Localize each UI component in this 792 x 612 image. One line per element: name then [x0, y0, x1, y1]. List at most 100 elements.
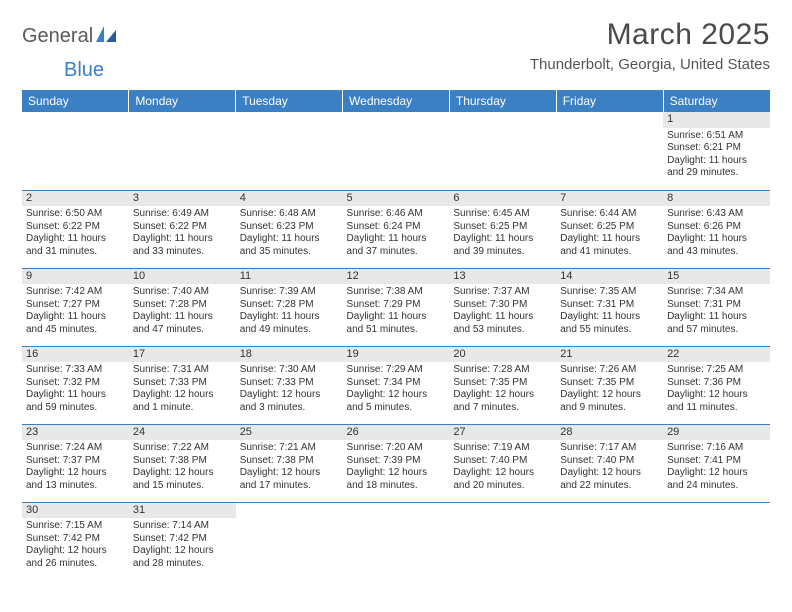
calendar-cell	[449, 112, 556, 190]
sunset-text: Sunset: 7:31 PM	[560, 299, 659, 312]
day-number: 13	[449, 269, 556, 285]
sunrise-text: Sunrise: 7:20 AM	[347, 442, 446, 455]
day-number: 4	[236, 191, 343, 207]
day2-text: and 13 minutes.	[26, 480, 125, 493]
sunrise-text: Sunrise: 7:28 AM	[453, 364, 552, 377]
sunrise-text: Sunrise: 6:48 AM	[240, 208, 339, 221]
day2-text: and 5 minutes.	[347, 402, 446, 415]
title-block: March 2025 Thunderbolt, Georgia, United …	[530, 18, 770, 73]
day1-text: Daylight: 12 hours	[133, 467, 232, 480]
day1-text: Daylight: 12 hours	[26, 545, 125, 558]
day-number: 15	[663, 269, 770, 285]
day2-text: and 26 minutes.	[26, 558, 125, 571]
sunrise-text: Sunrise: 7:39 AM	[240, 286, 339, 299]
day1-text: Daylight: 11 hours	[240, 233, 339, 246]
sunset-text: Sunset: 7:34 PM	[347, 377, 446, 390]
sunrise-text: Sunrise: 6:49 AM	[133, 208, 232, 221]
day1-text: Daylight: 12 hours	[26, 467, 125, 480]
calendar-cell	[236, 502, 343, 580]
day2-text: and 7 minutes.	[453, 402, 552, 415]
sunset-text: Sunset: 6:21 PM	[667, 142, 766, 155]
sunrise-text: Sunrise: 7:17 AM	[560, 442, 659, 455]
sunrise-text: Sunrise: 7:37 AM	[453, 286, 552, 299]
sunset-text: Sunset: 7:38 PM	[133, 455, 232, 468]
day1-text: Daylight: 12 hours	[240, 467, 339, 480]
day2-text: and 33 minutes.	[133, 246, 232, 259]
calendar-cell: 27Sunrise: 7:19 AMSunset: 7:40 PMDayligh…	[449, 424, 556, 502]
calendar-cell	[129, 112, 236, 190]
day2-text: and 41 minutes.	[560, 246, 659, 259]
day1-text: Daylight: 12 hours	[453, 389, 552, 402]
calendar-cell: 18Sunrise: 7:30 AMSunset: 7:33 PMDayligh…	[236, 346, 343, 424]
day1-text: Daylight: 11 hours	[26, 233, 125, 246]
calendar-week: 16Sunrise: 7:33 AMSunset: 7:32 PMDayligh…	[22, 346, 770, 424]
day-number: 25	[236, 425, 343, 441]
day1-text: Daylight: 12 hours	[667, 467, 766, 480]
calendar-cell: 28Sunrise: 7:17 AMSunset: 7:40 PMDayligh…	[556, 424, 663, 502]
calendar-cell: 22Sunrise: 7:25 AMSunset: 7:36 PMDayligh…	[663, 346, 770, 424]
calendar-cell	[343, 502, 450, 580]
calendar-cell: 16Sunrise: 7:33 AMSunset: 7:32 PMDayligh…	[22, 346, 129, 424]
month-title: March 2025	[530, 18, 770, 52]
calendar-cell: 9Sunrise: 7:42 AMSunset: 7:27 PMDaylight…	[22, 268, 129, 346]
calendar-week: 2Sunrise: 6:50 AMSunset: 6:22 PMDaylight…	[22, 190, 770, 268]
sunrise-text: Sunrise: 7:31 AM	[133, 364, 232, 377]
calendar-cell	[236, 112, 343, 190]
sunrise-text: Sunrise: 7:19 AM	[453, 442, 552, 455]
day2-text: and 35 minutes.	[240, 246, 339, 259]
calendar-cell	[556, 502, 663, 580]
day2-text: and 9 minutes.	[560, 402, 659, 415]
day1-text: Daylight: 11 hours	[133, 233, 232, 246]
sunset-text: Sunset: 7:27 PM	[26, 299, 125, 312]
day1-text: Daylight: 11 hours	[347, 233, 446, 246]
day2-text: and 1 minute.	[133, 402, 232, 415]
day1-text: Daylight: 11 hours	[560, 311, 659, 324]
day-header: Monday	[129, 90, 236, 112]
sunset-text: Sunset: 7:36 PM	[667, 377, 766, 390]
calendar-cell: 11Sunrise: 7:39 AMSunset: 7:28 PMDayligh…	[236, 268, 343, 346]
calendar-cell	[449, 502, 556, 580]
sunrise-text: Sunrise: 6:46 AM	[347, 208, 446, 221]
day-number: 5	[343, 191, 450, 207]
day-number: 8	[663, 191, 770, 207]
sunrise-text: Sunrise: 7:15 AM	[26, 520, 125, 533]
sunrise-text: Sunrise: 7:22 AM	[133, 442, 232, 455]
day2-text: and 20 minutes.	[453, 480, 552, 493]
calendar-cell: 3Sunrise: 6:49 AMSunset: 6:22 PMDaylight…	[129, 190, 236, 268]
day-number: 12	[343, 269, 450, 285]
day-number: 9	[22, 269, 129, 285]
day-header: Tuesday	[236, 90, 343, 112]
day-number: 28	[556, 425, 663, 441]
calendar-cell: 26Sunrise: 7:20 AMSunset: 7:39 PMDayligh…	[343, 424, 450, 502]
day2-text: and 31 minutes.	[26, 246, 125, 259]
calendar-cell: 24Sunrise: 7:22 AMSunset: 7:38 PMDayligh…	[129, 424, 236, 502]
day-number: 26	[343, 425, 450, 441]
sunrise-text: Sunrise: 7:33 AM	[26, 364, 125, 377]
day1-text: Daylight: 11 hours	[453, 233, 552, 246]
sunset-text: Sunset: 6:25 PM	[560, 221, 659, 234]
sunrise-text: Sunrise: 6:44 AM	[560, 208, 659, 221]
location: Thunderbolt, Georgia, United States	[530, 56, 770, 73]
calendar-cell: 10Sunrise: 7:40 AMSunset: 7:28 PMDayligh…	[129, 268, 236, 346]
day2-text: and 45 minutes.	[26, 324, 125, 337]
day1-text: Daylight: 12 hours	[667, 389, 766, 402]
sunrise-text: Sunrise: 7:35 AM	[560, 286, 659, 299]
day-number: 24	[129, 425, 236, 441]
sunrise-text: Sunrise: 6:50 AM	[26, 208, 125, 221]
sunset-text: Sunset: 7:33 PM	[240, 377, 339, 390]
calendar-week: 1Sunrise: 6:51 AMSunset: 6:21 PMDaylight…	[22, 112, 770, 190]
calendar-cell: 14Sunrise: 7:35 AMSunset: 7:31 PMDayligh…	[556, 268, 663, 346]
sunset-text: Sunset: 7:32 PM	[26, 377, 125, 390]
calendar-cell: 21Sunrise: 7:26 AMSunset: 7:35 PMDayligh…	[556, 346, 663, 424]
day-number: 11	[236, 269, 343, 285]
calendar-cell: 7Sunrise: 6:44 AMSunset: 6:25 PMDaylight…	[556, 190, 663, 268]
calendar-cell	[663, 502, 770, 580]
day2-text: and 51 minutes.	[347, 324, 446, 337]
day2-text: and 53 minutes.	[453, 324, 552, 337]
calendar-cell: 20Sunrise: 7:28 AMSunset: 7:35 PMDayligh…	[449, 346, 556, 424]
day-number: 31	[129, 503, 236, 519]
day1-text: Daylight: 12 hours	[453, 467, 552, 480]
day1-text: Daylight: 12 hours	[560, 467, 659, 480]
sunrise-text: Sunrise: 7:34 AM	[667, 286, 766, 299]
day2-text: and 18 minutes.	[347, 480, 446, 493]
